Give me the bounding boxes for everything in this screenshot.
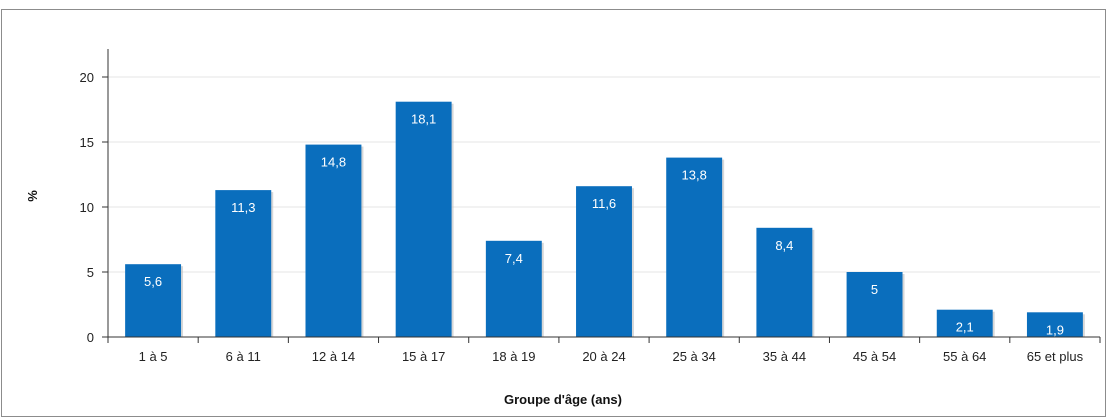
- axes: [102, 49, 1101, 343]
- x-tick-label: 35 à 44: [763, 349, 806, 364]
- bar: [395, 101, 452, 337]
- x-tick-label: 12 à 14: [312, 349, 355, 364]
- data-label: 1,9: [1046, 322, 1064, 337]
- data-label: 2,1: [956, 320, 974, 335]
- bar: [666, 157, 723, 337]
- bar: [125, 264, 182, 337]
- labels: 0 5 10 15 20 5,6 1 à 5 11,3 6 à 11 14,8 12 à 14 18,…: [80, 70, 1084, 364]
- y-tick-label: 0: [87, 330, 94, 345]
- bar: [485, 240, 542, 337]
- data-label: 5: [871, 282, 878, 297]
- bar: [1026, 312, 1083, 337]
- x-tick-label: 25 à 34: [672, 349, 715, 364]
- bar: [936, 309, 993, 337]
- x-tick-label: 18 à 19: [492, 349, 535, 364]
- y-axis-title: %: [25, 190, 40, 202]
- x-tick-label: 55 à 64: [943, 349, 986, 364]
- bar: [215, 190, 272, 337]
- bar: [756, 227, 813, 337]
- bar: [846, 272, 903, 337]
- bar: [576, 186, 632, 337]
- x-tick-label: 45 à 54: [853, 349, 896, 364]
- x-tick-label: 20 à 24: [582, 349, 625, 364]
- x-axis-title: Groupe d'âge (ans): [504, 392, 622, 407]
- data-label: 18,1: [411, 112, 436, 127]
- bar: [305, 144, 362, 337]
- data-label: 13,8: [682, 168, 707, 183]
- bars: [125, 101, 1085, 337]
- y-tick-label: 5: [87, 265, 94, 280]
- y-tick-label: 15: [80, 135, 94, 150]
- x-tick-label: 1 à 5: [139, 349, 168, 364]
- y-tick-label: 10: [80, 200, 94, 215]
- x-tick-label: 65 et plus: [1027, 349, 1084, 364]
- y-tick-label: 20: [80, 70, 94, 85]
- data-label: 14,8: [321, 155, 346, 170]
- data-label: 8,4: [775, 238, 793, 253]
- data-label: 5,6: [144, 274, 162, 289]
- data-label: 7,4: [505, 251, 523, 266]
- x-tick-label: 15 à 17: [402, 349, 445, 364]
- data-label: 11,6: [592, 196, 616, 211]
- data-label: 11,3: [231, 200, 255, 215]
- x-tick-label: 6 à 11: [226, 349, 261, 364]
